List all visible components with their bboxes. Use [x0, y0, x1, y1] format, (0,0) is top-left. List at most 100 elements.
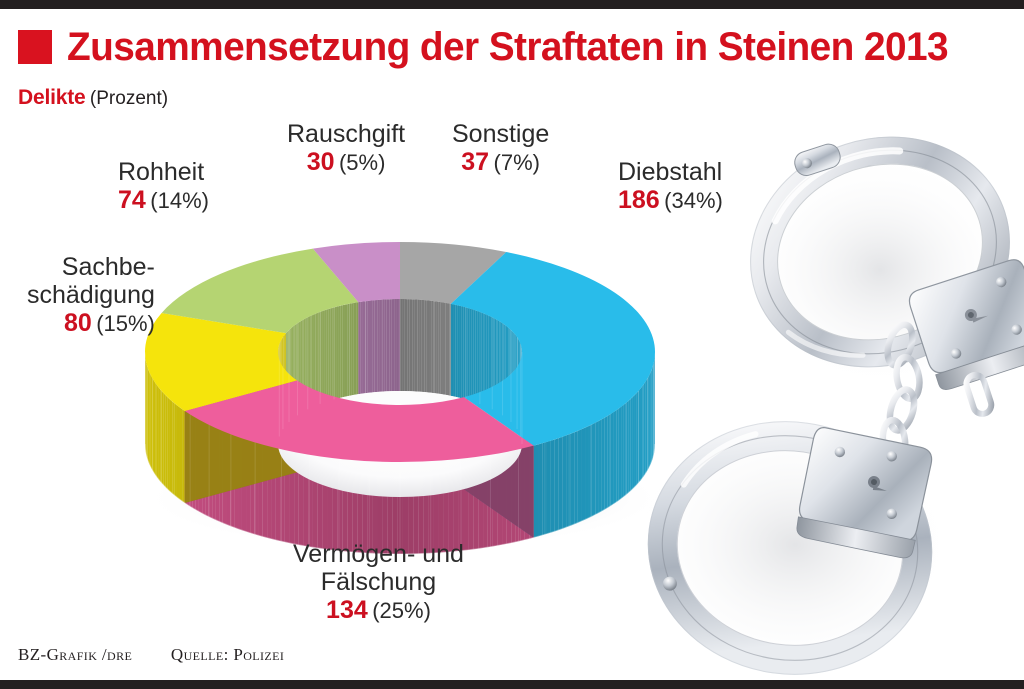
donut-inner-wall [324, 309, 327, 403]
donut-outer-wall [357, 460, 363, 553]
donut-outer-wall [616, 408, 619, 503]
donut-slice-rauschgift [312, 242, 400, 303]
donut-inner-wall [305, 317, 307, 411]
donut-outer-wall [607, 414, 611, 508]
donut-outer-wall [483, 455, 488, 549]
donut-inner-wall [514, 334, 516, 428]
handcuff-chain [879, 321, 923, 466]
donut-outer-wall [497, 452, 503, 546]
donut-inner-wall [299, 321, 301, 414]
donut-inner-wall [349, 303, 352, 396]
donut-inner-wall [513, 332, 515, 426]
donut-cut-face [184, 380, 298, 504]
donut-inner-wall [291, 326, 294, 420]
donut-slice-rohheit [161, 248, 359, 334]
donut-inner-wall [347, 303, 350, 397]
donut-outer-wall [234, 435, 239, 529]
donut-outer-wall [613, 410, 617, 505]
donut-inner-wall [308, 316, 311, 409]
donut-inner-wall [409, 299, 413, 392]
donut-outer-wall [647, 375, 649, 471]
donut-outer-wall [332, 458, 338, 551]
donut-inner-wall [384, 299, 387, 392]
keyhole-icon-lower [867, 476, 887, 491]
donut-inner-wall [326, 309, 329, 402]
donut-inner-wall [488, 315, 491, 409]
donut-inner-wall [286, 331, 288, 425]
donut-outer-wall [632, 394, 635, 489]
label-vermoegen-value: 134 [326, 596, 368, 624]
donut-inner-wall [289, 328, 291, 422]
label-sonstige: Sonstige 37 (7%) [452, 120, 549, 176]
label-rohheit: Rohheit 74 (14%) [118, 158, 209, 214]
donut-inner-wall [491, 317, 494, 410]
donut-cut-face [184, 380, 298, 504]
donut-inner-wall [428, 300, 432, 393]
donut-inner-wall [508, 327, 510, 421]
donut-outer-wall [163, 393, 166, 488]
donut-inner-wall [481, 312, 484, 406]
donut-inner-wall [288, 329, 290, 423]
donut-outer-wall [458, 458, 464, 552]
donut-inner-wall [463, 306, 466, 400]
donut-inner-wall [419, 299, 422, 392]
donut-inner-wall [353, 302, 357, 395]
donut-inner-wall [330, 307, 333, 401]
bottom-rule [0, 680, 1024, 689]
donut-inner-wall [499, 321, 501, 415]
donut-outer-wall [275, 448, 281, 542]
donut-inner-wall [505, 325, 508, 419]
label-sachbeschaedigung-name-1: Sachbe- [61, 253, 155, 281]
donut-inner-wall [440, 302, 443, 395]
donut-outer-wall [198, 419, 203, 514]
donut-outer-wall [312, 455, 318, 549]
donut-inner-wall [340, 305, 343, 398]
label-sonstige-value: 37 [461, 148, 490, 176]
donut-outer-wall [152, 378, 154, 473]
donut-outer-wall [150, 374, 152, 469]
donut-outer-wall [463, 457, 469, 551]
donut-outer-wall [648, 373, 650, 468]
donut-outer-wall [161, 391, 164, 486]
donut-inner-wall [391, 299, 395, 392]
donut-outer-wall [322, 456, 328, 550]
donut-inner-wall [511, 330, 513, 424]
donut-inner-wall [477, 311, 480, 404]
donut-slice-sachbesch-digung [145, 312, 298, 412]
donut-inner-wall [494, 318, 497, 412]
donut-inner-wall [344, 304, 348, 397]
donut-outer-wall [148, 370, 150, 465]
donut-inner-wall [414, 299, 418, 392]
donut-inner-wall [284, 333, 286, 427]
donut-inner-wall [306, 316, 309, 410]
donut-inner-wall [493, 317, 495, 411]
donut-outer-wall [487, 454, 493, 548]
label-vermoegen-name-2: Fälschung [320, 568, 437, 596]
handcuffs-lower [635, 417, 955, 675]
donut-inner-wall [500, 322, 502, 415]
donut-outer-wall [651, 367, 653, 462]
donut-inner-wall [285, 332, 287, 426]
donut-inner-wall [281, 338, 282, 432]
donut-inner-wall [465, 307, 468, 400]
donut-outer-wall [610, 412, 614, 507]
donut-outer-wall [254, 442, 259, 536]
donut-outer-wall [189, 414, 193, 509]
donut-inner-wall [370, 300, 373, 393]
donut-outer-wall [643, 382, 646, 477]
donut-outer-wall [511, 449, 516, 543]
donut-inner-wall [471, 309, 474, 402]
donut-outer-wall [182, 409, 185, 504]
donut-outer-wall [506, 450, 512, 544]
donut-outer-wall [219, 429, 223, 524]
donut-inner-wall [283, 334, 285, 428]
donut-inner-wall [300, 320, 303, 414]
donut-inner-wall [412, 299, 415, 392]
footer-source: Quelle: Polizei [170, 645, 285, 664]
donut-outer-wall [626, 400, 629, 495]
donut-inner-wall [431, 300, 434, 394]
donut-outer-wall [538, 443, 543, 537]
donut-outer-wall [280, 449, 285, 543]
donut-inner-wall [442, 302, 446, 395]
donut-inner-wall [322, 310, 325, 404]
